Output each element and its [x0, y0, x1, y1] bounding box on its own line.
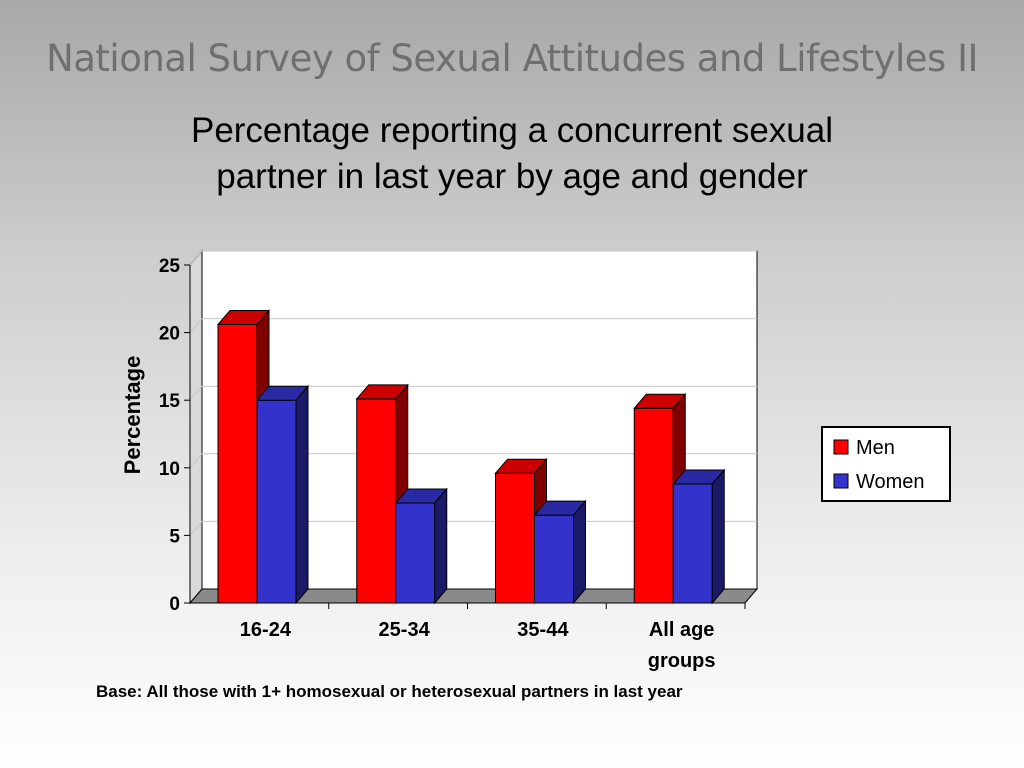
y-tick-label: 10	[159, 459, 180, 480]
y-axis-label: Percentage	[120, 356, 145, 475]
bar-women-2	[534, 514, 574, 604]
y-tick-label: 5	[169, 526, 180, 547]
y-tick-label: 20	[159, 324, 180, 345]
bar-men-1	[356, 398, 397, 604]
bar-men-2	[495, 472, 535, 604]
legend-swatch-men	[833, 439, 849, 455]
gridline-side	[189, 250, 203, 266]
y-tick-label: 15	[159, 391, 181, 412]
bar-men-0	[217, 323, 258, 604]
x-category-label: All age	[649, 619, 715, 641]
legend-swatch-women	[833, 473, 849, 489]
slide-title: National Survey of Sexual Attitudes and …	[46, 37, 978, 80]
gridline-side	[189, 521, 203, 536]
bar-side-women-2	[573, 499, 586, 605]
chart-title-line-2: partner in last year by age and gender	[216, 156, 808, 196]
bar-women-3	[672, 483, 713, 604]
plot-side-wall	[189, 249, 203, 605]
bar-women-1	[395, 502, 436, 604]
bar-side-women-0	[295, 384, 309, 605]
bar-side-women-3	[711, 468, 725, 605]
x-category-label: 16-24	[240, 619, 292, 641]
bar-women-0	[256, 399, 297, 604]
gridline-side	[189, 453, 203, 469]
legend-label-men: Men	[856, 437, 895, 459]
x-category-label: 25-34	[379, 619, 431, 641]
x-category-label: 35-44	[517, 619, 569, 641]
y-tick-label: 25	[159, 256, 181, 277]
gridline-side	[189, 318, 203, 333]
gridline-side	[189, 385, 203, 401]
x-category-label: groups	[648, 650, 716, 672]
legend-box	[821, 426, 951, 502]
bar-side-women-1	[434, 487, 448, 605]
legend-label-women: Women	[856, 471, 925, 493]
base-footnote: Base: All those with 1+ homosexual or he…	[96, 682, 683, 701]
chart-title-line-1: Percentage reporting a concurrent sexual	[190, 111, 834, 150]
bar-men-3	[633, 407, 674, 604]
chart-title: Percentage reporting a concurrent sexual…	[100, 108, 924, 199]
y-tick-label: 0	[169, 594, 180, 615]
